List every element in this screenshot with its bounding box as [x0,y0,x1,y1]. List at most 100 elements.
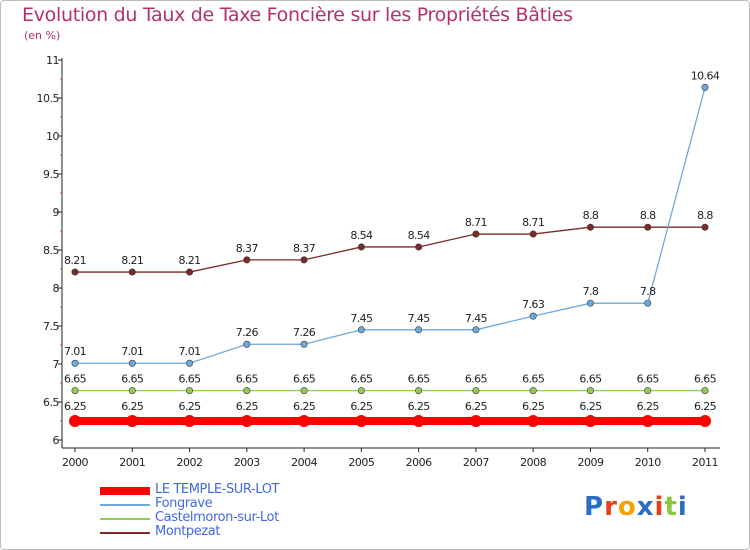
logo-letter: o [617,492,637,522]
data-label: 6.25 [350,400,373,413]
data-label: 6.65 [236,373,259,386]
data-label: 10.64 [691,69,720,82]
data-label: 8.71 [465,216,487,229]
x-tick-label: 2008 [520,456,546,469]
data-label: 7.01 [121,345,143,358]
data-label: 7.45 [350,312,373,325]
logo-letter: t [664,492,678,522]
data-point [586,223,594,231]
data-label: 8.37 [293,242,316,255]
legend-item: Montpezat [100,524,360,540]
data-point [355,415,368,427]
data-point [300,387,308,395]
chart-title: Evolution du Taux de Taxe Foncière sur l… [22,4,573,26]
data-label: 6.65 [408,373,431,386]
logo-letter: i [677,492,688,522]
data-point [644,223,652,231]
data-label: 6.65 [121,373,144,386]
data-point [128,359,136,367]
data-label: 8.8 [697,209,713,222]
logo-letter: P [584,492,605,522]
data-point [412,415,425,427]
data-label: 8.37 [236,242,259,255]
legend-item: LE TEMPLE-SUR-LOT [100,482,360,498]
x-tick-label: 2010 [635,456,661,469]
x-tick-label: 2000 [62,456,88,469]
data-point [529,230,537,238]
data-label: 8.21 [178,254,200,267]
legend-item: Fongrave [100,496,360,512]
data-point [415,326,423,334]
data-point [186,268,194,276]
y-tick-label: 7 [53,358,60,371]
data-label: 7.63 [522,298,545,311]
data-point [472,230,480,238]
data-label: 6.25 [293,400,316,413]
data-label: 6.25 [236,400,259,413]
y-tick-label: 6.5 [43,396,59,409]
chart-subtitle: (en %) [24,29,61,42]
data-point [699,415,711,427]
data-point [586,387,594,395]
data-point [240,415,253,427]
data-label: 6.65 [350,373,373,386]
data-point [644,299,652,307]
data-label: 8.71 [522,216,544,229]
data-point [71,359,79,367]
series-line [75,226,705,273]
data-point [300,340,308,348]
legend-label: Fongrave [155,496,213,511]
data-point [69,415,81,427]
data-label: 6.25 [121,400,144,413]
data-label: 6.65 [522,373,545,386]
y-tick-label: 6 [53,434,60,447]
data-point [186,359,194,367]
data-label: 8.21 [64,254,86,267]
data-point [128,268,136,276]
legend-label: Montpezat [155,524,221,539]
data-point [584,415,597,427]
data-point [186,387,194,395]
legend-label: Castelmoron-sur-Lot [155,510,279,525]
data-point [357,387,365,395]
data-point [644,387,652,395]
data-point [586,299,594,307]
y-tick-label: 9.5 [43,168,59,181]
data-point [183,415,196,427]
x-tick-label: 2001 [119,456,145,469]
x-tick-label: 2003 [234,456,260,469]
data-point [71,268,79,276]
x-tick-label: 2009 [577,456,603,469]
data-point [126,415,139,427]
logo-letter: r [604,492,618,522]
data-label: 6.65 [178,373,201,386]
data-label: 7.8 [583,285,599,298]
legend-label: LE TEMPLE-SUR-LOT [155,482,280,497]
legend-item: Castelmoron-sur-Lot [100,510,360,526]
y-tick-label: 7.5 [43,320,59,333]
x-tick-label: 2004 [291,456,317,469]
data-label: 6.65 [637,373,660,386]
data-label: 6.65 [465,373,488,386]
data-label: 6.25 [465,400,488,413]
series-line [75,87,706,364]
data-point [243,256,251,264]
data-point [701,223,709,231]
legend-swatch [100,487,150,495]
data-point [701,83,709,91]
data-label: 6.25 [178,400,201,413]
data-label: 6.25 [522,400,545,413]
data-label: 7.45 [465,312,488,325]
data-point [357,243,365,251]
y-tick-label: 10 [46,130,59,143]
data-label: 8.54 [408,229,431,242]
data-label: 8.8 [640,209,656,222]
y-tick-label: 8 [53,282,60,295]
y-tick-label: 10.5 [37,92,60,105]
y-tick-label: 8.5 [43,244,59,257]
data-label: 6.65 [694,373,717,386]
x-tick-label: 2011 [692,456,718,469]
data-label: 6.25 [408,400,431,413]
